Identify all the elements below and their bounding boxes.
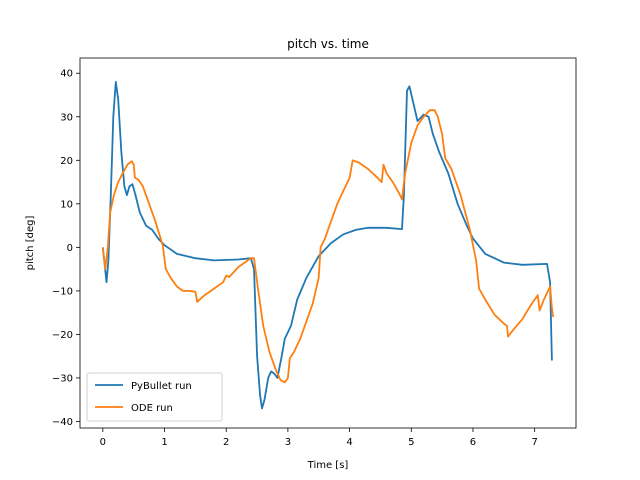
axes-frame	[79, 57, 577, 429]
y-tick-label: 10	[60, 199, 73, 210]
y-tick-label: 20	[60, 156, 73, 167]
x-tick-label: 3	[285, 437, 291, 448]
series-layer	[101, 81, 555, 410]
y-tick-label: 30	[60, 112, 73, 123]
legend-label-pybullet: PyBullet run	[131, 381, 192, 392]
chart-title: pitch vs. time	[287, 37, 369, 51]
plot-area	[79, 57, 577, 429]
x-tick-label: 7	[531, 437, 537, 448]
y-axis-label: pitch [deg]	[25, 216, 36, 271]
x-tick-label: 0	[100, 437, 106, 448]
y-tick-label: 0	[67, 243, 73, 254]
series-line-ode	[101, 109, 555, 384]
legend-label-ode: ODE run	[131, 403, 173, 414]
legend: PyBullet run ODE run	[86, 372, 223, 422]
x-axis-label: Time [s]	[307, 460, 349, 471]
x-tick-label: 4	[346, 437, 352, 448]
x-tick-label: 2	[223, 437, 229, 448]
x-tick-label: 1	[161, 437, 167, 448]
series-line-pybullet	[101, 81, 553, 410]
y-tick-label: −10	[52, 286, 73, 297]
x-tick-label: 5	[408, 437, 414, 448]
y-tick-label: −20	[52, 330, 73, 341]
y-tick-label: 40	[60, 69, 73, 80]
x-tick-label: 6	[470, 437, 476, 448]
y-tick-label: −40	[52, 417, 73, 428]
y-axis: −40 −30 −20 −10 0 10 20 30 40	[52, 69, 80, 428]
y-tick-label: −30	[52, 373, 73, 384]
x-axis: 0 1 2 3 4 5 6 7	[100, 428, 538, 448]
